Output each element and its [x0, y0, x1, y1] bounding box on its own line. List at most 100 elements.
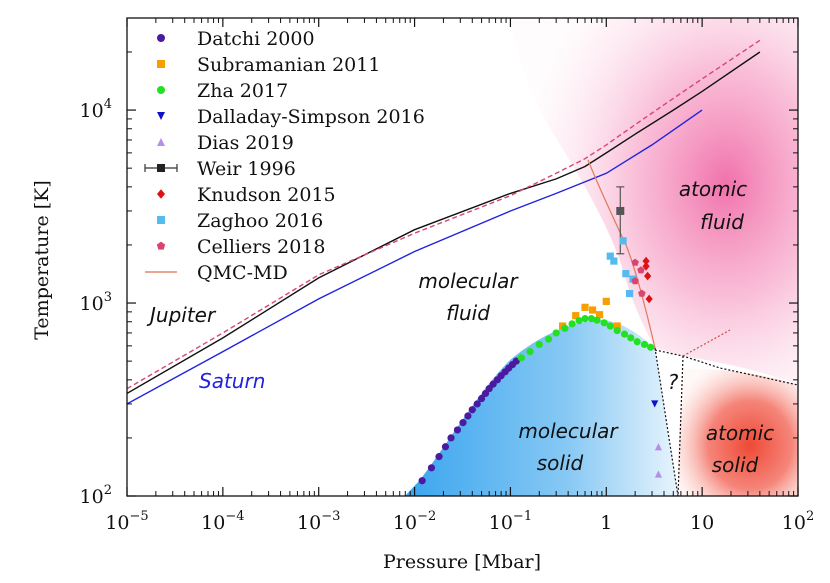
point-celliers-2018 — [631, 277, 639, 285]
point-subramanian-2011 — [595, 311, 604, 319]
point-datchi-2000 — [512, 357, 520, 365]
point-datchi-2000 — [447, 434, 455, 442]
point-zaghoo-2016 — [606, 252, 614, 260]
data-markers — [418, 186, 663, 485]
atomic-solid-region — [678, 368, 798, 496]
point-zha-2017 — [575, 317, 583, 325]
point-zha-2017 — [526, 348, 534, 356]
point-zha-2017 — [561, 324, 569, 332]
point-zha-2017 — [552, 329, 560, 337]
plot-area — [127, 18, 798, 496]
point-subramanian-2011 — [581, 303, 589, 311]
point-celliers-2018 — [631, 258, 639, 266]
label-molecular-solid-2: solid — [537, 451, 584, 475]
qmc-md-boundary — [587, 159, 656, 349]
y-tick-label: 102 — [80, 483, 112, 508]
point-zaghoo-2016 — [622, 270, 630, 278]
point-datchi-2000 — [453, 426, 462, 434]
point-celliers-2018 — [637, 266, 645, 274]
phase-boundary-dotted-red — [682, 329, 731, 357]
legend-swatch-datchi-2000 — [157, 34, 165, 42]
point-zha-2017 — [581, 315, 589, 323]
label-saturn: Saturn — [199, 369, 265, 393]
point-zaghoo-2016 — [619, 237, 627, 245]
legend-swatch-dias-2019 — [157, 138, 165, 146]
point-zha-2017 — [517, 354, 525, 362]
legend-label-datchi-2000: Datchi 2000 — [197, 28, 315, 50]
legend-label-qmc-md: QMC-MD — [197, 262, 288, 284]
legend-label-celliers-2018: Celliers 2018 — [197, 236, 325, 258]
legend-swatch-celliers-2018 — [156, 241, 166, 250]
point-zha-2017 — [613, 326, 621, 335]
legend-label-zha-2017: Zha 2017 — [197, 80, 288, 102]
point-knudson-2015 — [642, 256, 650, 266]
x-tick-label: 10 — [690, 512, 714, 534]
molecular-solid-region — [405, 320, 678, 496]
point-zha-2017 — [627, 334, 635, 342]
atomic-fluid-region — [510, 18, 798, 385]
point-datchi-2000 — [464, 412, 472, 420]
point-zha-2017 — [544, 335, 553, 343]
label-molecular-fluid-2: fluid — [446, 301, 490, 325]
y-tick-label: 103 — [80, 290, 112, 315]
point-knudson-2015 — [642, 261, 650, 271]
x-tick-label: 102 — [782, 509, 814, 534]
x-tick-label: 10−2 — [393, 509, 436, 534]
point-zha-2017 — [633, 338, 641, 346]
point-datchi-2000 — [441, 443, 450, 451]
x-tick-label: 1 — [600, 512, 612, 534]
point-subramanian-2011 — [613, 322, 621, 330]
point-celliers-2018 — [638, 289, 646, 297]
point-zaghoo-2016 — [625, 289, 634, 298]
label-unknown-phase: ? — [668, 370, 679, 394]
point-zha-2017 — [600, 319, 608, 327]
point-dias-2019 — [654, 443, 663, 451]
label-jupiter: Jupiter — [146, 303, 217, 327]
label-molecular-fluid-1: molecular — [418, 269, 519, 293]
legend-label-dalladay-simpson-2016: Dalladay-Simpson 2016 — [197, 106, 425, 128]
y-axis-label: Temperature [K] — [31, 180, 53, 340]
point-zha-2017 — [587, 315, 596, 323]
label-atomic-fluid-1: atomic — [679, 177, 747, 201]
point-subramanian-2011 — [572, 312, 580, 320]
point-subramanian-2011 — [602, 297, 610, 305]
point-datchi-2000 — [435, 453, 443, 461]
plot-frame — [126, 17, 799, 497]
label-atomic-solid-2: solid — [712, 453, 759, 477]
point-datchi-2000 — [468, 406, 476, 414]
legend-swatch-weir-1996 — [157, 164, 165, 172]
legend-swatch-subramanian-2011 — [157, 60, 165, 68]
legend-swatch-knudson-2015 — [157, 189, 165, 199]
point-datchi-2000 — [477, 394, 486, 403]
line-jupiter-isentrope-dashed — [127, 39, 761, 390]
legend-label-subramanian-2011: Subramanian 2011 — [197, 54, 380, 76]
point-zaghoo-2016 — [610, 257, 618, 265]
x-tick-label: 10−3 — [297, 509, 340, 534]
point-knudson-2015 — [644, 271, 652, 281]
region-labels: Jupiter Saturn molecular fluid molecular… — [146, 177, 774, 477]
point-datchi-2000 — [427, 464, 436, 472]
point-knudson-2015 — [645, 294, 653, 304]
legend-label-dias-2019: Dias 2019 — [197, 132, 294, 154]
phase-boundary-dotted — [654, 347, 798, 496]
legend-label-knudson-2015: Knudson 2015 — [197, 184, 336, 206]
label-atomic-solid-1: atomic — [706, 421, 774, 445]
point-dalladay-simpson-2016 — [651, 400, 659, 408]
legend-swatch-dalladay-simpson-2016 — [157, 112, 165, 120]
legend-label-zaghoo-2016: Zaghoo 2016 — [197, 210, 323, 232]
legend: Datchi 2000 Subramanian 2011 Zha 2017 Dalla… — [144, 28, 425, 284]
label-molecular-solid-1: molecular — [518, 419, 619, 443]
point-zha-2017 — [568, 320, 576, 328]
x-tick-label: 10−1 — [489, 509, 532, 534]
label-atomic-fluid-2: fluid — [700, 210, 744, 234]
point-dias-2019 — [654, 470, 663, 478]
point-weir-1996 — [616, 206, 625, 215]
point-subramanian-2011 — [589, 306, 597, 314]
point-datchi-2000 — [473, 400, 481, 408]
point-zha-2017 — [606, 322, 614, 330]
point-datchi-2000 — [418, 477, 426, 485]
point-zha-2017 — [647, 343, 655, 351]
legend-swatch-zha-2017 — [157, 86, 165, 94]
x-tick-label: 10−5 — [105, 509, 148, 534]
